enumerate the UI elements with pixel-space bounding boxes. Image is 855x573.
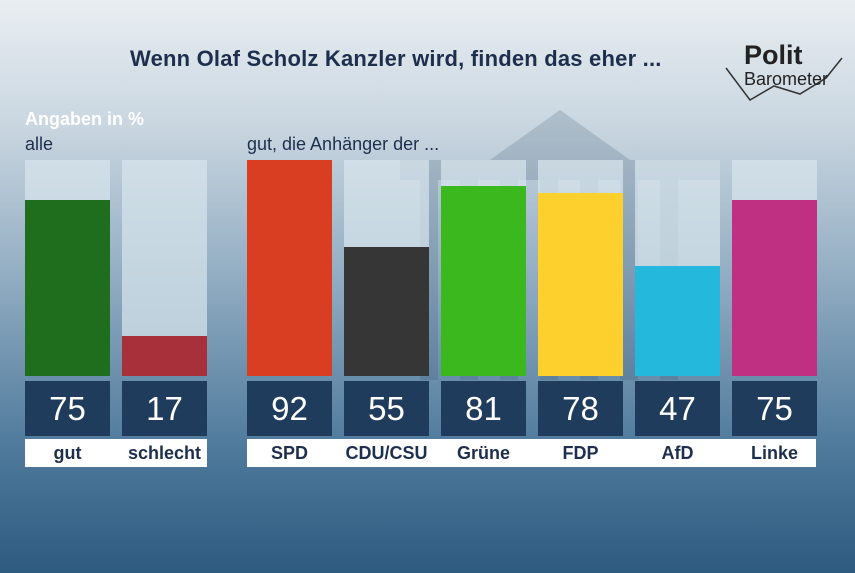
- category-label: schlecht: [127, 443, 202, 463]
- value-label: 75: [25, 381, 110, 436]
- category-label: AfD: [661, 443, 694, 463]
- bar-afd: [635, 265, 720, 376]
- value-label: 55: [344, 381, 429, 436]
- value-label: 92: [247, 381, 332, 436]
- category-label: CDU/CSU: [345, 443, 428, 463]
- category-label: FDP: [562, 443, 599, 463]
- value-label: 47: [635, 381, 720, 436]
- bar-linke: [732, 199, 817, 376]
- category-label: Grüne: [456, 443, 510, 463]
- group-label-all: alle: [25, 134, 54, 154]
- bar-spd: [247, 160, 332, 376]
- unit-label: Angaben in %: [25, 109, 145, 129]
- value-label: 75: [732, 381, 817, 436]
- logo-line1: Polit: [744, 40, 803, 70]
- category-label: gut: [53, 443, 82, 463]
- value-label: 17: [122, 381, 207, 436]
- bar-gut: [25, 199, 110, 376]
- logo-line2: Barometer: [744, 69, 829, 89]
- bar-fdp: [538, 192, 623, 376]
- value-label: 81: [441, 381, 526, 436]
- group-label-parties: gut, die Anhänger der ...: [247, 134, 440, 154]
- category-label: Linke: [750, 443, 798, 463]
- page-title: Wenn Olaf Scholz Kanzler wird, finden da…: [130, 46, 662, 71]
- bar-cdu-csu: [344, 246, 429, 376]
- value-label: 78: [538, 381, 623, 436]
- logo-check-icon: [725, 57, 843, 101]
- politbarometer-logo: Polit Barometer: [722, 38, 847, 108]
- bar-gr-ne: [441, 185, 526, 376]
- category-label-strip: [247, 439, 816, 467]
- bar-schlecht: [122, 336, 207, 376]
- category-label: SPD: [270, 443, 308, 463]
- category-label-strip: [25, 439, 207, 467]
